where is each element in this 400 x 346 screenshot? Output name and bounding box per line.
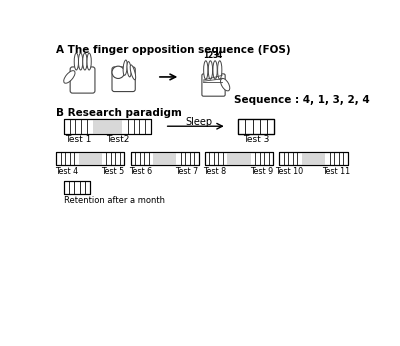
FancyBboxPatch shape <box>70 67 95 93</box>
Bar <box>238 119 274 134</box>
Bar <box>238 119 274 134</box>
Text: 1: 1 <box>203 51 208 60</box>
Bar <box>79 152 102 165</box>
Bar <box>228 152 251 165</box>
Ellipse shape <box>78 53 83 70</box>
Bar <box>279 152 348 165</box>
Ellipse shape <box>87 53 91 70</box>
Text: Test 9: Test 9 <box>250 167 273 176</box>
Bar <box>56 152 124 165</box>
Bar <box>238 119 274 134</box>
Bar <box>64 119 151 134</box>
Bar <box>279 152 348 165</box>
Text: Test 6: Test 6 <box>129 167 152 176</box>
Ellipse shape <box>83 53 87 70</box>
Bar <box>64 181 90 194</box>
Bar <box>131 152 199 165</box>
Text: Test2: Test2 <box>106 136 129 145</box>
Text: Test 7: Test 7 <box>176 167 199 176</box>
Text: 2: 2 <box>208 51 213 60</box>
Text: B Research paradigm: B Research paradigm <box>56 108 182 118</box>
Bar <box>64 181 90 194</box>
Text: 4: 4 <box>217 51 222 60</box>
Ellipse shape <box>208 61 212 79</box>
FancyBboxPatch shape <box>112 67 135 92</box>
Bar <box>238 119 274 134</box>
Text: Test 4: Test 4 <box>55 167 78 176</box>
Ellipse shape <box>74 53 78 70</box>
Ellipse shape <box>220 79 230 91</box>
Bar <box>93 119 122 134</box>
Text: 3: 3 <box>212 51 218 60</box>
Circle shape <box>112 66 124 79</box>
Text: Test 5: Test 5 <box>101 167 124 176</box>
Ellipse shape <box>218 61 222 79</box>
Bar <box>153 152 176 165</box>
Text: A The finger opposition sequence (FOS): A The finger opposition sequence (FOS) <box>56 45 291 55</box>
Bar <box>131 152 199 165</box>
Bar <box>56 152 124 165</box>
Text: Sequence : 4, 1, 3, 2, 4: Sequence : 4, 1, 3, 2, 4 <box>234 95 370 104</box>
Ellipse shape <box>204 61 208 79</box>
Bar <box>205 152 273 165</box>
Text: Test 10: Test 10 <box>276 167 304 176</box>
Text: Test 11: Test 11 <box>322 167 350 176</box>
Ellipse shape <box>213 61 217 79</box>
Bar <box>64 119 151 134</box>
Bar <box>302 152 325 165</box>
Ellipse shape <box>64 71 75 83</box>
Ellipse shape <box>127 62 131 77</box>
Text: Test 8: Test 8 <box>204 167 227 176</box>
Text: Sleep: Sleep <box>185 117 212 127</box>
Text: Retention after a month: Retention after a month <box>64 196 165 205</box>
Bar <box>205 152 273 165</box>
Ellipse shape <box>123 60 127 75</box>
FancyBboxPatch shape <box>202 74 225 96</box>
Ellipse shape <box>130 65 136 80</box>
Text: Test 1: Test 1 <box>65 136 91 145</box>
Text: Test 3: Test 3 <box>243 136 269 145</box>
